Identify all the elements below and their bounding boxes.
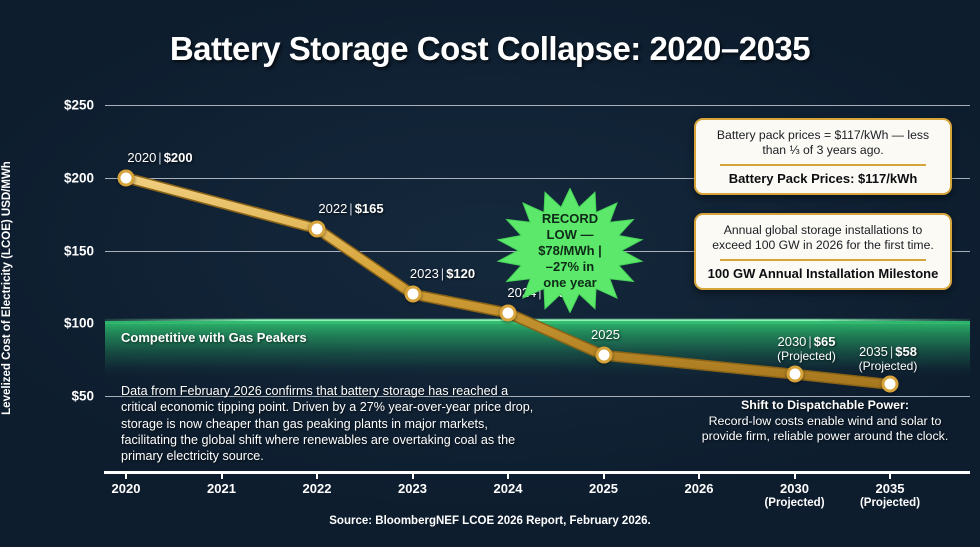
- y-axis-tick-label: $150: [63, 243, 94, 258]
- data-point-label: 2035 | $58 (Projected): [858, 344, 918, 374]
- annotation-body: Record-low costs enable wind and solar t…: [701, 413, 949, 444]
- x-axis-tick-label: 2024: [493, 481, 523, 496]
- x-axis-tick: [220, 471, 223, 479]
- callout-headline: Battery Pack Prices: $117/kWh: [728, 170, 918, 186]
- starburst-shape: [496, 187, 644, 314]
- x-axis-tick: [793, 471, 796, 479]
- gridline: [105, 177, 970, 179]
- starburst-line-5: one year: [543, 274, 597, 290]
- starburst-line-2: LOW —: [546, 226, 594, 242]
- x-axis-tick: [889, 471, 891, 479]
- starburst-line-1: RECORD: [541, 210, 599, 226]
- x-axis-tick-label: 2026: [684, 481, 714, 496]
- x-axis-tick-label: 2021: [207, 481, 236, 496]
- gridline: [105, 396, 970, 397]
- x-axis-tick-label: 2025: [589, 481, 618, 496]
- callout-body: Annual global storage installations to e…: [712, 223, 934, 252]
- gridline: [105, 105, 970, 106]
- data-point-label: 2020 | $200: [127, 149, 193, 165]
- dispatchable-power-annotation: Shift to Dispatchable Power: Record-low …: [700, 398, 950, 445]
- y-axis-tick-label: $50: [71, 388, 94, 404]
- x-axis-tick: [125, 471, 127, 479]
- page-title: Battery Storage Cost Collapse: 2020–2035: [169, 30, 811, 67]
- data-point-marker[interactable]: [881, 375, 899, 393]
- summary-paragraph: Data from February 2026 confirms that ba…: [121, 384, 534, 464]
- y-axis-tick-label: $100: [63, 315, 94, 331]
- data-point-marker[interactable]: [308, 220, 326, 238]
- callout-headline: 100 GW Annual Installation Milestone: [707, 265, 939, 281]
- x-axis-line: [104, 471, 970, 474]
- data-point-label: 2025: [591, 327, 620, 343]
- x-axis-tick-label: 2023: [398, 481, 427, 496]
- x-axis-tick-label: 2035 (Projected): [859, 481, 921, 510]
- annotation-headline: Shift to Dispatchable Power:: [741, 398, 909, 412]
- data-point-label: 2023 | $120: [409, 266, 476, 282]
- callout-battery-pack-prices: Battery pack prices = $117/kWh — less th…: [694, 118, 952, 195]
- x-axis-tick: [316, 471, 318, 479]
- data-point-marker[interactable]: [117, 169, 135, 187]
- competitive-band-label: Competitive with Gas Peakers: [121, 330, 307, 345]
- callout-body: Battery pack prices = $117/kWh — less th…: [716, 128, 930, 157]
- x-axis-tick: [411, 471, 414, 479]
- callout-installation-milestone: Annual global storage installations to e…: [694, 213, 952, 290]
- x-axis-tick-label: 2022: [302, 481, 332, 496]
- y-axis-tick-label: $250: [63, 97, 94, 113]
- data-point-marker[interactable]: [404, 285, 421, 303]
- source-note: Source: BloombergNEF LCOE 2026 Report, F…: [329, 515, 651, 527]
- callout-divider: [720, 164, 926, 166]
- y-axis-tick-label: $200: [63, 170, 94, 186]
- callout-divider: [720, 259, 926, 261]
- data-point-marker[interactable]: [786, 365, 803, 383]
- starburst-line-4: –27% in: [545, 258, 595, 274]
- x-axis-tick: [698, 471, 700, 479]
- data-point-marker[interactable]: [499, 304, 517, 322]
- data-point-label: 2022 | $165: [318, 200, 384, 216]
- starburst-line-3: $78/MWh |: [538, 242, 602, 258]
- x-axis-tick-label: 2020: [111, 481, 141, 496]
- record-low-starburst: RECORD LOW — $78/MWh | –27% in one year: [494, 187, 646, 314]
- x-axis-tick: [507, 471, 509, 479]
- x-axis-tick-label: 2030 (Projected): [764, 481, 825, 510]
- x-axis-tick: [602, 471, 605, 479]
- data-point-label: 2030 | $65 (Projected): [777, 334, 836, 364]
- starburst-text: RECORD LOW — $78/MWh | –27% in one year: [494, 188, 646, 313]
- data-point-marker[interactable]: [595, 346, 612, 364]
